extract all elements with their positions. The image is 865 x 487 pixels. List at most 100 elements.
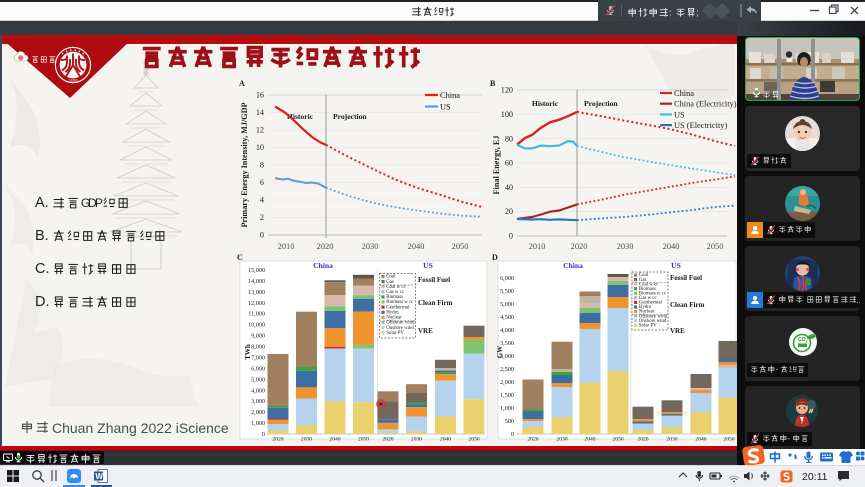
svg-text:Coal: Coal <box>386 275 396 280</box>
svg-text:Nuclear: Nuclear <box>639 310 655 315</box>
svg-text:Offshore wind: Offshore wind <box>639 314 668 319</box>
svg-text:China: China <box>440 91 460 100</box>
svg-text:4,500: 4,500 <box>500 314 514 321</box>
svg-text:0: 0 <box>262 431 265 438</box>
svg-text:Final Energy, EJ: Final Energy, EJ <box>492 136 501 195</box>
svg-text:12: 12 <box>256 126 264 135</box>
svg-text:10: 10 <box>256 143 264 152</box>
svg-text:6: 6 <box>260 178 264 187</box>
svg-text:Hydro: Hydro <box>386 311 399 316</box>
svg-text:US: US <box>440 103 451 112</box>
svg-text:Coal w cc: Coal w cc <box>386 285 406 290</box>
svg-text:2030: 2030 <box>617 242 634 251</box>
svg-text:Onshore wind: Onshore wind <box>639 319 667 324</box>
svg-text:Clean Firm: Clean Firm <box>670 301 705 309</box>
svg-text:10,000: 10,000 <box>248 322 265 329</box>
svg-text:120: 120 <box>501 86 513 95</box>
svg-text:500: 500 <box>505 418 514 425</box>
svg-text:5,000: 5,000 <box>251 376 265 383</box>
svg-text:0: 0 <box>509 232 513 241</box>
svg-text:5,000: 5,000 <box>500 301 514 308</box>
svg-text:US: US <box>671 261 681 270</box>
svg-text:China: China <box>313 261 333 270</box>
svg-text:Biomass w cc: Biomass w cc <box>639 292 667 297</box>
svg-text:A: A <box>239 79 245 88</box>
svg-text:2,500: 2,500 <box>500 366 514 373</box>
svg-text:China: China <box>563 261 583 270</box>
svg-text:Clean Firm: Clean Firm <box>418 299 453 307</box>
svg-text:5,500: 5,500 <box>500 288 514 295</box>
svg-text:2040: 2040 <box>663 242 680 251</box>
svg-text:2030: 2030 <box>411 437 422 443</box>
svg-text:2010: 2010 <box>278 242 295 251</box>
svg-text:GW: GW <box>496 346 504 358</box>
svg-text:1,000: 1,000 <box>251 420 265 427</box>
svg-text:15,000: 15,000 <box>248 267 265 274</box>
svg-text:9,000: 9,000 <box>251 333 265 340</box>
svg-text:80: 80 <box>505 134 513 143</box>
svg-text:US (Electricity): US (Electricity) <box>674 121 727 130</box>
svg-text:3,500: 3,500 <box>500 340 514 347</box>
svg-text:Primary Energy Intensity, MJ/G: Primary Energy Intensity, MJ/GDP <box>240 102 249 227</box>
svg-text:Solar PV: Solar PV <box>639 323 657 328</box>
svg-text:Fossil Fuel: Fossil Fuel <box>418 276 450 284</box>
svg-text:Coal: Coal <box>639 273 649 278</box>
svg-text:Projection: Projection <box>584 99 618 108</box>
svg-text:16: 16 <box>256 91 264 100</box>
svg-text:2040: 2040 <box>329 437 340 443</box>
svg-text:2010: 2010 <box>529 242 546 251</box>
svg-text:2020: 2020 <box>382 437 393 443</box>
svg-text:Offshore wind: Offshore wind <box>386 321 415 326</box>
svg-text:Nuclear: Nuclear <box>386 316 402 321</box>
svg-text:China: China <box>674 89 694 98</box>
svg-text:2030: 2030 <box>556 437 567 443</box>
svg-text:6,000: 6,000 <box>500 275 514 282</box>
svg-text:CO: CO <box>798 337 806 343</box>
svg-text:2020: 2020 <box>637 437 648 443</box>
svg-text:P: P <box>95 196 103 210</box>
svg-text:2030: 2030 <box>301 437 312 443</box>
svg-text:2050: 2050 <box>358 437 369 443</box>
svg-text:2050: 2050 <box>612 437 623 443</box>
svg-text:Historic: Historic <box>287 112 314 121</box>
svg-text:1,500: 1,500 <box>500 392 514 399</box>
svg-text:8,000: 8,000 <box>251 344 265 351</box>
svg-text:2020: 2020 <box>317 242 334 251</box>
svg-text:TWh: TWh <box>244 344 252 360</box>
svg-text:11,000: 11,000 <box>248 311 265 318</box>
svg-text:40: 40 <box>505 183 513 192</box>
svg-text:2030: 2030 <box>362 242 379 251</box>
svg-text:G: G <box>81 196 90 210</box>
svg-text:W: W <box>95 471 103 480</box>
svg-text:1898: 1898 <box>68 78 78 83</box>
svg-text:Gas w cc: Gas w cc <box>386 290 405 295</box>
svg-text:2: 2 <box>805 340 807 344</box>
svg-text:14: 14 <box>256 108 264 117</box>
svg-text:2020: 2020 <box>527 437 538 443</box>
svg-text:Projection: Projection <box>333 112 367 121</box>
svg-text:4: 4 <box>260 196 264 205</box>
svg-text:4,000: 4,000 <box>251 387 265 394</box>
svg-text:Gas w cc: Gas w cc <box>639 296 658 301</box>
svg-text:2,000: 2,000 <box>251 409 265 416</box>
svg-text:2: 2 <box>260 213 264 222</box>
svg-text:Gas: Gas <box>639 278 647 283</box>
svg-text:2050: 2050 <box>707 242 724 251</box>
svg-text:1,000: 1,000 <box>500 405 514 412</box>
svg-text:2,000: 2,000 <box>500 379 514 386</box>
svg-text:60: 60 <box>505 159 513 168</box>
svg-text:0: 0 <box>511 431 514 438</box>
svg-text:Gas: Gas <box>386 280 394 285</box>
svg-text:VRE: VRE <box>670 327 685 335</box>
svg-text:13,000: 13,000 <box>248 289 265 296</box>
svg-text:-: - <box>775 365 778 374</box>
svg-text:China (Electricity): China (Electricity) <box>674 100 737 109</box>
svg-text:Solar PV: Solar PV <box>386 331 404 336</box>
svg-text:20: 20 <box>505 207 513 216</box>
svg-text:2040: 2040 <box>408 242 425 251</box>
svg-text:Onshore wind: Onshore wind <box>386 326 414 331</box>
svg-text:2040: 2040 <box>695 437 706 443</box>
svg-text:Coal w cc: Coal w cc <box>639 282 659 287</box>
svg-text:2030: 2030 <box>666 437 677 443</box>
svg-text:0: 0 <box>260 231 264 240</box>
